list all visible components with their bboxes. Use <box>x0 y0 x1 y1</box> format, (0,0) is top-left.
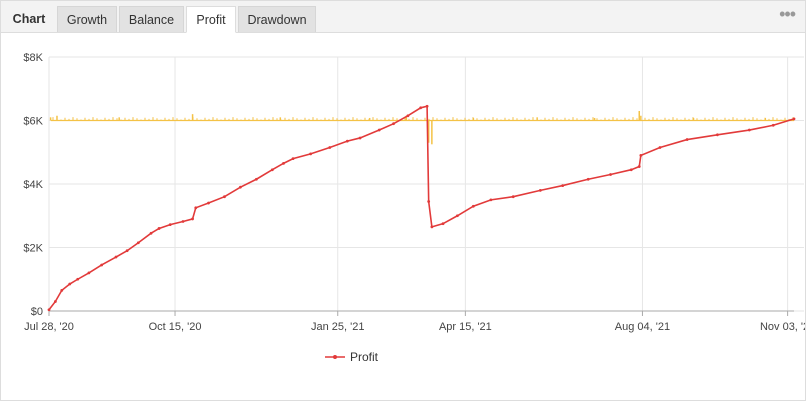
profit-point <box>716 133 719 137</box>
profit-point <box>194 206 198 210</box>
profit-point <box>792 117 796 121</box>
profit-point <box>586 177 590 181</box>
profit-point <box>76 277 80 281</box>
profit-point <box>392 122 395 126</box>
profit-point <box>254 177 258 181</box>
profit-point <box>377 128 381 132</box>
profit-point <box>639 154 643 157</box>
x-tick-label: Jul 28, '20 <box>24 321 74 333</box>
profit-point <box>419 106 423 110</box>
profit-point <box>629 168 633 172</box>
profit-point <box>60 288 64 292</box>
profit-point <box>455 214 459 218</box>
tab-balance[interactable]: Balance <box>119 6 184 32</box>
profit-point <box>239 185 242 189</box>
profit-point <box>125 249 129 253</box>
profit-point <box>427 200 431 203</box>
profit-point <box>685 138 689 141</box>
profit-point <box>561 184 565 187</box>
profit-point <box>87 271 91 275</box>
tab-drawdown[interactable]: Drawdown <box>238 6 316 32</box>
profit-point <box>658 146 662 149</box>
profit-point <box>511 195 515 199</box>
x-tick-label: Aug 04, '21 <box>615 321 670 333</box>
tab-profit[interactable]: Profit <box>186 6 236 33</box>
profit-point <box>637 165 641 168</box>
profit-point <box>345 139 349 143</box>
profit-point <box>223 195 226 199</box>
y-tick-label: $2K <box>23 243 43 255</box>
x-axis-ticks: Jul 28, '20 Oct 15, '20 Jan 25, '21 Apr 15,… <box>24 321 805 333</box>
profit-point <box>609 173 612 176</box>
profit-point <box>114 255 118 259</box>
profit-point <box>747 128 751 132</box>
profit-point <box>181 220 185 223</box>
legend-profit-marker <box>333 355 337 359</box>
profit-point <box>149 231 153 235</box>
profit-point <box>425 104 429 108</box>
profit-point <box>53 300 57 303</box>
profit-point <box>47 308 51 312</box>
chart-title: Chart <box>12 12 46 26</box>
profit-point <box>136 241 140 245</box>
y-tick-label: $6K <box>23 116 43 128</box>
profit-point <box>358 136 362 140</box>
profit-chart: $0 $2K $4K $6K $8K Jul 28, '20 Oct 15, '20 Jan… <box>23 52 805 364</box>
legend-profit-label[interactable]: Profit <box>350 350 379 364</box>
y-tick-label: $4K <box>23 179 43 191</box>
profit-point <box>471 204 475 208</box>
x-tick-label: Jan 25, '21 <box>311 321 364 333</box>
profit-point <box>406 114 410 118</box>
profit-point <box>309 152 313 156</box>
tab-growth[interactable]: Growth <box>57 6 117 32</box>
profit-point <box>771 123 775 127</box>
profit-point <box>291 157 295 160</box>
chart-tab-bar: Chart Growth Balance Profit Drawdown ••• <box>1 1 805 33</box>
y-tick-label: $0 <box>31 306 43 318</box>
chart-legend: Profit <box>325 350 379 364</box>
y-axis-ticks: $0 $2K $4K $6K $8K <box>23 52 43 318</box>
x-tick-label: Nov 03, '21 <box>760 321 805 333</box>
profit-line <box>48 105 795 311</box>
more-dots-icon[interactable]: ••• <box>779 4 796 24</box>
profit-point <box>207 201 210 205</box>
profit-point <box>282 161 285 165</box>
x-tick-label: Oct 15, '20 <box>149 321 202 333</box>
profit-line-series <box>47 104 796 312</box>
profit-point <box>191 217 194 221</box>
x-tick-label: Apr 15, '21 <box>439 321 492 333</box>
chart-grid <box>48 56 804 316</box>
profit-point <box>100 263 104 267</box>
profit-point <box>168 223 172 227</box>
profit-point <box>441 222 445 226</box>
profit-point <box>538 188 542 192</box>
profit-point <box>328 146 332 149</box>
profit-point <box>270 168 274 172</box>
profit-point <box>489 198 493 202</box>
y-tick-label: $8K <box>23 52 43 64</box>
profit-point <box>68 282 72 286</box>
volume-bars <box>49 110 794 145</box>
profit-point <box>157 227 161 230</box>
profit-point <box>430 225 434 229</box>
